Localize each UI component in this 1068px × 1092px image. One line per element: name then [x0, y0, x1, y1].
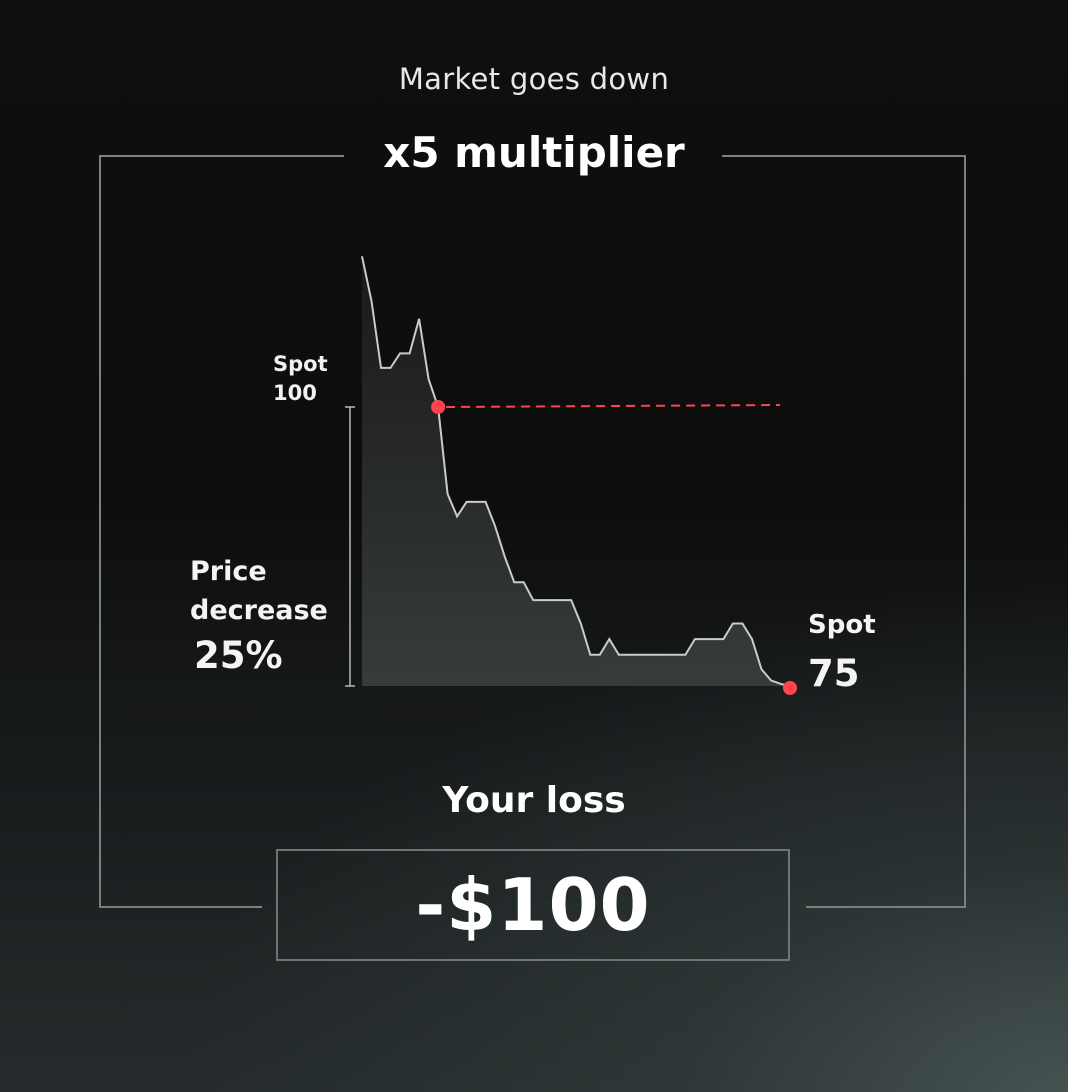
range-bracket	[345, 406, 355, 687]
frame-top-right	[722, 155, 966, 908]
subtitle: Market goes down	[398, 62, 670, 96]
loss-box: -$100	[276, 849, 790, 961]
spot-end-value: 75	[808, 652, 860, 695]
price-area	[362, 256, 790, 686]
spot-start-label: Spot	[273, 352, 328, 376]
loss-label: Your loss	[442, 780, 626, 821]
price-change-percent: 25%	[194, 634, 283, 677]
loss-value: -$100	[415, 863, 651, 947]
spot-end-label: Spot	[808, 610, 876, 640]
frame-top-left	[99, 155, 344, 908]
price-line	[361, 256, 791, 687]
spot-start-value: 100	[273, 381, 317, 405]
entry-spot-dashed-line	[446, 404, 781, 408]
price-change-annotation: Price decrease 25%	[190, 552, 328, 680]
price-change-line2: decrease	[190, 595, 328, 626]
title: x5 multiplier	[383, 128, 685, 177]
price-change-line1: Price	[190, 556, 267, 587]
exit-spot-marker	[783, 681, 797, 695]
entry-spot-marker	[431, 400, 446, 414]
spot-start-annotation: Spot 100	[273, 350, 328, 408]
